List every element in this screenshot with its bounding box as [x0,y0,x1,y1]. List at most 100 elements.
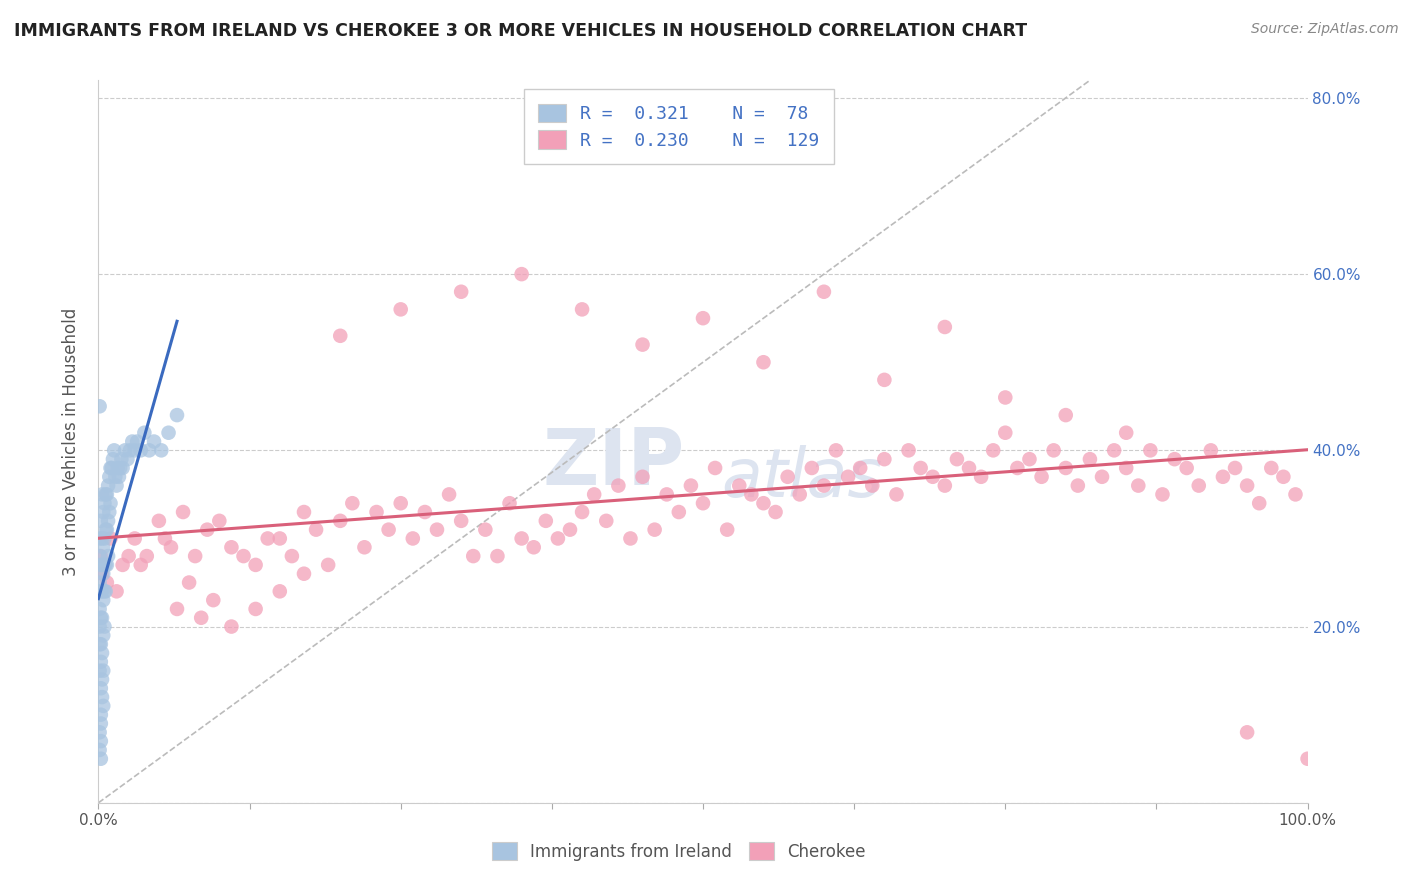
Point [1199,443,1222,458]
Point [91,646,114,660]
Point [153,532,176,546]
Point [377,523,399,537]
Point [679,478,702,492]
Point [934,478,956,492]
Point [103,443,125,458]
Point [91,566,114,581]
Point [269,532,291,546]
Point [957,461,980,475]
Point [91,558,114,572]
Point [100,496,122,510]
Point [981,443,1004,458]
Point [860,478,883,492]
Point [921,470,943,484]
Point [91,505,114,519]
Point [129,443,152,458]
Point [631,470,654,484]
Point [111,461,134,475]
Point [644,523,666,537]
Point [143,434,166,449]
Point [910,461,932,475]
Point [789,487,811,501]
Point [114,443,136,458]
Point [316,558,339,572]
Point [897,443,920,458]
Point [91,698,114,713]
Point [117,452,139,467]
Point [668,505,690,519]
Point [96,487,118,501]
Point [413,505,436,519]
Point [728,478,751,492]
Point [752,355,775,369]
Point [1152,487,1174,501]
Point [101,452,124,467]
Point [886,487,908,501]
Point [94,584,117,599]
Point [1223,461,1246,475]
Point [1175,461,1198,475]
Point [89,399,111,413]
Point [91,593,114,607]
Point [138,443,160,458]
Point [498,496,520,510]
Point [195,523,218,537]
Point [1128,478,1150,492]
Point [1031,470,1053,484]
Point [90,549,112,563]
Point [740,487,762,501]
Point [90,655,112,669]
Point [89,725,111,739]
Point [450,514,472,528]
Point [91,566,114,581]
Point [202,593,225,607]
Point [121,434,143,449]
Point [1078,452,1101,467]
Point [1284,487,1306,501]
Point [91,628,114,642]
Text: ZIP: ZIP [543,425,685,501]
Point [107,461,129,475]
Point [148,514,170,528]
Point [90,681,112,696]
Point [90,734,112,748]
Point [486,549,509,563]
Point [474,523,496,537]
Point [873,452,896,467]
Point [150,443,173,458]
Point [970,470,993,484]
Point [127,434,149,449]
Point [389,302,412,317]
Point [100,461,122,475]
Point [100,532,122,546]
Point [118,443,141,458]
Point [800,461,823,475]
Point [849,461,872,475]
Point [934,320,956,334]
Point [1272,470,1295,484]
Point [111,558,134,572]
Point [305,523,328,537]
Point [90,514,112,528]
Point [1042,443,1064,458]
Point [166,602,188,616]
Point [269,584,291,599]
Point [1102,443,1125,458]
Point [97,514,120,528]
Point [534,514,557,528]
Point [89,743,111,757]
Point [172,505,194,519]
Point [426,523,449,537]
Text: atlas: atlas [721,445,882,510]
Point [157,425,180,440]
Point [1054,461,1077,475]
Point [329,514,352,528]
Point [1260,461,1282,475]
Point [91,664,114,678]
Point [547,532,569,546]
Point [89,664,111,678]
Point [89,575,111,590]
Point [98,505,121,519]
Point [100,461,122,475]
Point [353,541,375,555]
